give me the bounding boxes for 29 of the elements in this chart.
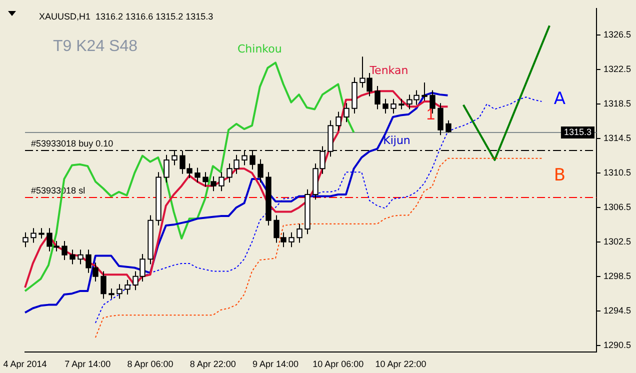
y-tick-label: 1310.5 xyxy=(603,167,632,178)
chart-title: XAUUSD,H1 1316.2 1316.6 1315.2 1315.3 xyxy=(39,11,214,22)
x-tick-label: 8 Apr 22:00 xyxy=(190,359,236,370)
series-label: Chinkou xyxy=(238,42,282,56)
x-tick-label: 9 Apr 14:00 xyxy=(252,359,299,370)
x-tick-label: 10 Apr 22:00 xyxy=(375,359,426,370)
line-series xyxy=(94,96,542,324)
series-label: B xyxy=(554,166,566,186)
x-tick-label: 8 Apr 06:00 xyxy=(127,359,174,370)
y-tick-label: 1314.5 xyxy=(603,132,632,143)
annotation: T9 K24 S48 xyxy=(53,38,138,55)
ref-line-label: 1315.3 xyxy=(564,126,592,137)
series-label: Tenkan xyxy=(368,64,408,77)
series-label: Kijun xyxy=(383,134,410,148)
y-tick-label: 1322.5 xyxy=(603,64,632,74)
ref-line-label: #53933018 buy 0.10 xyxy=(31,138,114,148)
y-tick-label: 1290.5 xyxy=(603,340,632,350)
y-tick-label: 1306.5 xyxy=(603,202,632,212)
y-tick-label: 1294.5 xyxy=(603,305,632,316)
annotation: 1 xyxy=(426,106,436,124)
x-tick-label: 4 Apr 2014 xyxy=(3,359,47,370)
series-label: A xyxy=(554,88,566,109)
y-tick-label: 1298.5 xyxy=(603,270,632,281)
x-tick-label: 10 Apr 06:00 xyxy=(312,359,364,370)
y-tick-label: 1326.5 xyxy=(603,30,632,40)
line-series xyxy=(94,158,542,338)
y-tick-label: 1318.5 xyxy=(603,98,632,109)
y-tick-label: 1302.5 xyxy=(603,236,632,246)
x-tick-label: 7 Apr 14:00 xyxy=(64,359,111,370)
